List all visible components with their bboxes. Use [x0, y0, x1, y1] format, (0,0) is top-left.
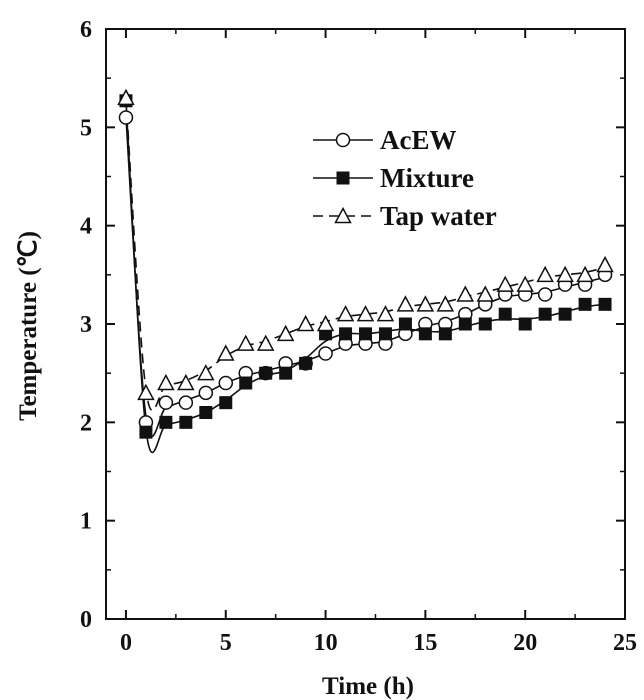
data-point-series-2 [336, 305, 355, 322]
data-point-series-1 [398, 317, 412, 331]
data-point-series-1 [159, 415, 173, 429]
axes: 0 5 10 15 20 25 0 1 2 3 4 5 6 [80, 17, 637, 656]
data-point-series-2 [356, 305, 375, 322]
data-point-series-1 [438, 327, 452, 341]
series-line-2 [125, 97, 606, 411]
data-point-series-2 [396, 295, 415, 312]
data-point-series-2 [256, 334, 275, 351]
data-point-series-2 [157, 373, 175, 391]
data-point-series-1 [378, 327, 392, 341]
data-point-series-1 [498, 307, 512, 321]
data-point-series-0 [198, 385, 214, 401]
data-point-series-2 [197, 364, 215, 381]
data-point-series-2 [276, 324, 295, 342]
series-line-1 [125, 100, 606, 453]
data-point-series-1 [179, 415, 193, 429]
data-point-series-2 [596, 255, 614, 273]
data-point-series-0 [318, 346, 333, 361]
x-tick-label: 0 [120, 630, 132, 656]
data-point-series-2 [456, 285, 475, 302]
data-point-series-0 [158, 395, 174, 410]
data-point-series-0 [178, 395, 194, 410]
data-point-series-2 [137, 383, 155, 401]
legend-label-0: AcEW [380, 125, 457, 155]
data-point-series-2 [376, 305, 395, 322]
data-point-series-2 [117, 88, 135, 106]
y-tick-label: 5 [80, 115, 92, 141]
legend-label-1: Mixture [380, 163, 474, 193]
data-point-series-1 [578, 297, 592, 311]
x-tick-label: 5 [220, 630, 232, 656]
data-point-series-1 [299, 356, 313, 370]
data-point-series-1 [139, 425, 153, 439]
data-point-series-2 [476, 285, 495, 302]
data-point-series-2 [177, 373, 195, 391]
data-point-series-2 [296, 314, 315, 332]
legend: AcEW Mixture Tap water [313, 125, 497, 231]
data-point-series-0 [118, 110, 134, 125]
data-point-series-1 [279, 366, 293, 380]
trend-lines [125, 97, 606, 453]
data-point-series-1 [558, 307, 572, 321]
data-point-series-1 [239, 376, 253, 390]
data-point-series-1 [418, 327, 432, 341]
data-point-series-1 [458, 317, 472, 331]
data-markers [117, 88, 614, 439]
legend-marker-1 [336, 171, 350, 185]
legend-label-2: Tap water [380, 201, 497, 231]
data-point-series-2 [556, 265, 574, 283]
data-point-series-1 [259, 366, 273, 380]
legend-marker-2 [334, 206, 352, 224]
data-point-series-2 [316, 314, 335, 332]
data-point-series-1 [538, 307, 552, 321]
data-point-series-0 [537, 287, 553, 302]
data-point-series-2 [496, 275, 514, 292]
data-point-series-2 [217, 344, 235, 361]
y-tick-label: 4 [80, 214, 92, 240]
plot-frame [105, 28, 626, 620]
data-point-series-2 [436, 295, 455, 312]
x-tick-label: 20 [513, 630, 537, 656]
data-point-series-2 [236, 334, 255, 351]
y-tick-label: 1 [80, 509, 92, 535]
data-point-series-2 [536, 265, 554, 283]
data-point-series-1 [199, 406, 213, 419]
data-point-series-0 [218, 375, 234, 391]
data-point-series-1 [219, 396, 233, 410]
x-tick-label: 10 [314, 630, 338, 656]
data-point-series-1 [518, 317, 532, 331]
y-tick-label: 0 [80, 607, 92, 633]
x-tick-label: 25 [613, 630, 637, 656]
data-point-series-1 [339, 327, 353, 341]
series-line-0 [125, 117, 606, 437]
data-point-series-1 [598, 297, 612, 311]
data-point-series-1 [359, 327, 372, 341]
y-tick-label: 6 [80, 17, 92, 43]
data-point-series-2 [576, 265, 594, 283]
data-point-series-1 [478, 317, 492, 331]
y-tick-label: 3 [80, 312, 92, 338]
legend-marker-0 [335, 132, 351, 148]
x-tick-label: 15 [413, 630, 437, 656]
data-point-series-2 [416, 295, 435, 312]
y-tick-label: 2 [80, 410, 92, 436]
data-point-series-2 [516, 275, 534, 292]
x-axis-title: Time (h) [322, 673, 414, 700]
y-axis-title: Temperature (℃) [15, 231, 42, 421]
